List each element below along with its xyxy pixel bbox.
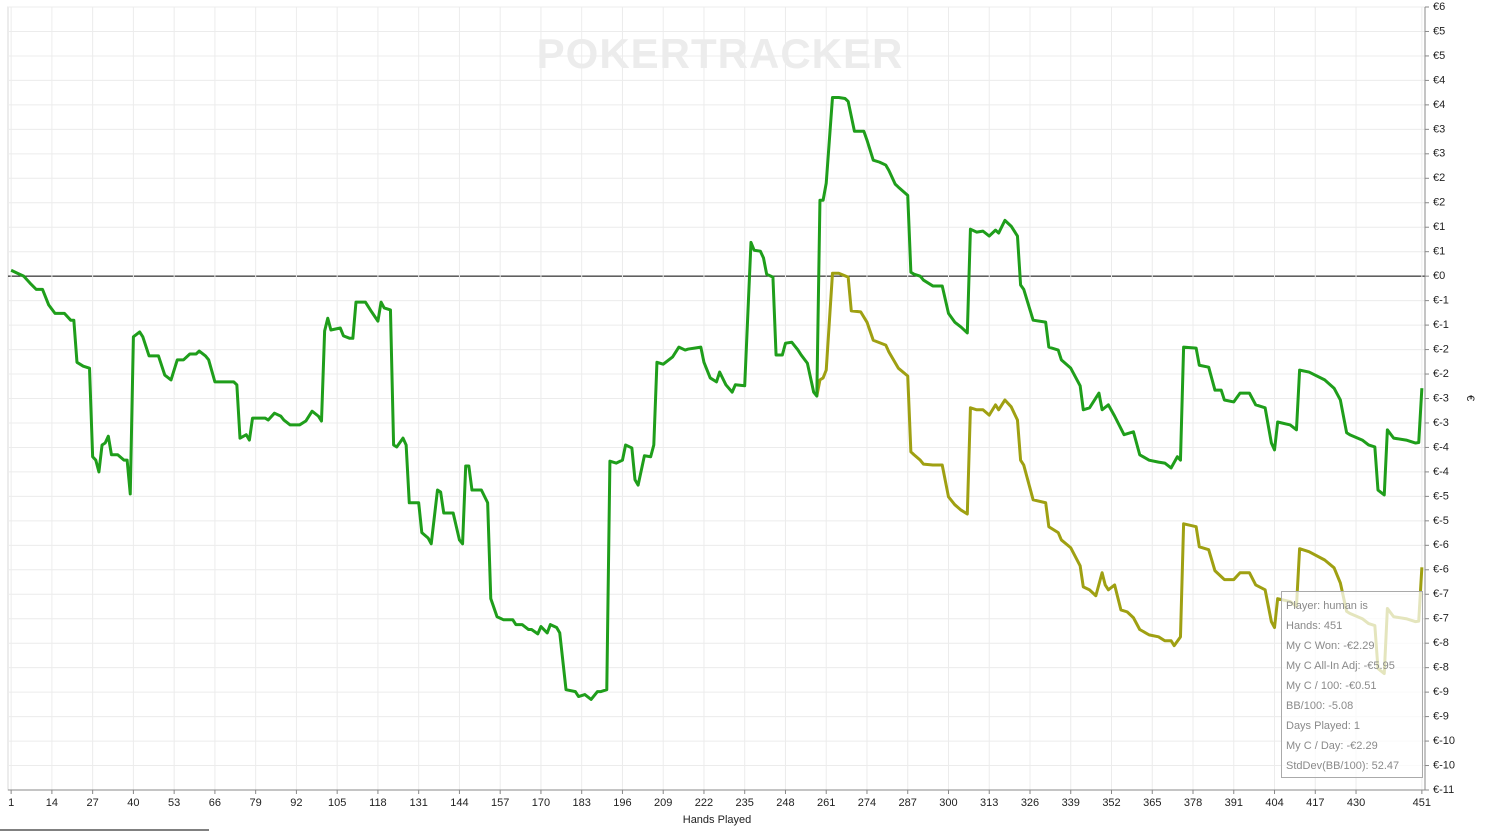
y-tick-label: €0 [1433,270,1445,282]
tooltip-line: My C / 100: -€0.51 [1286,680,1377,692]
y-tick-label: €-8 [1433,662,1449,674]
y-tick-label: €-10 [1433,735,1455,747]
x-tick-label: 183 [573,797,591,809]
y-tick-label: €-6 [1433,539,1449,551]
y-tick-label: €-7 [1433,613,1449,625]
y-tick-label: €3 [1433,123,1445,135]
tooltip-line: My C / Day: -€2.29 [1286,740,1378,752]
tooltip-line: Days Played: 1 [1286,720,1360,732]
x-tick-label: 14 [46,797,58,809]
x-tick-label: 248 [776,797,794,809]
y-tick-label: €2 [1433,172,1445,184]
y-tick-label: €-6 [1433,564,1449,576]
y-tick-label: €-1 [1433,295,1449,307]
x-tick-label: 53 [168,797,180,809]
y-tick-label: €2 [1433,197,1445,209]
watermark: POKERTRACKER [537,30,904,77]
x-tick-label: 261 [817,797,835,809]
x-tick-label: 274 [858,797,876,809]
x-tick-label: 79 [250,797,262,809]
x-tick-label: 131 [409,797,427,809]
tooltip: Player: human is Hands: 451 My C Won: -€2.… [1281,591,1423,778]
y-tick-label: €-1 [1433,319,1449,331]
grid [8,6,1425,791]
x-tick-label: 300 [939,797,957,809]
tooltip-line: StdDev(BB/100): 52.47 [1286,760,1400,772]
tooltip-line: Player: human is [1286,600,1368,612]
series-line [10,96,1424,701]
y-tick-label: €5 [1433,25,1445,37]
x-tick-label: 417 [1306,797,1324,809]
y-tick-label: €-4 [1433,466,1449,478]
y-tick-label: €-5 [1433,515,1449,527]
x-tick-label: 339 [1062,797,1080,809]
y-tick-label: €6 [1433,1,1445,13]
y-tick-label: €-7 [1433,588,1449,600]
x-tick-label: 352 [1102,797,1120,809]
x-tick-label: 404 [1265,797,1283,809]
y-tick-label: €-4 [1433,441,1449,453]
x-tick-label: 170 [532,797,550,809]
tooltip-line: Hands: 451 [1286,620,1343,632]
y-tick-label: €-2 [1433,343,1449,355]
y-tick-label: €-9 [1433,711,1449,723]
x-tick-label: 365 [1143,797,1161,809]
lines [10,96,1424,701]
y-tick-label: €-3 [1433,392,1449,404]
x-tick-label: 66 [209,797,221,809]
series-line [815,271,1424,676]
x-tick-label: 27 [87,797,99,809]
x-tick-label: 391 [1225,797,1243,809]
x-tick-label: 157 [491,797,509,809]
y-tick-label: €1 [1433,221,1445,233]
x-tick-label: 287 [899,797,917,809]
y-tick-label: €5 [1433,50,1445,62]
x-tick-label: 313 [980,797,998,809]
x-tick-label: 1 [8,797,14,809]
y-tick-label: €1 [1433,246,1445,258]
y-tick-label: €-2 [1433,368,1449,380]
y-tick-label: €-8 [1433,637,1449,649]
x-tick-label: 92 [290,797,302,809]
x-tick-label: 144 [450,797,468,809]
x-axis-title: Hands Played [683,814,752,826]
y-tick-label: €4 [1433,74,1445,86]
tooltip-line: BB/100: -5.08 [1286,700,1354,712]
x-tick-label: 451 [1413,797,1431,809]
y-tick-label: €-11 [1433,784,1454,796]
x-tick-label: 378 [1184,797,1202,809]
x-tick-label: 209 [654,797,672,809]
x-tick-label: 40 [127,797,139,809]
x-tick-label: 118 [369,797,387,809]
y-axis-title: € [1464,395,1476,401]
y-tick-label: €-9 [1433,686,1449,698]
y-tick-label: €-5 [1433,490,1449,502]
y-tick-label: €-3 [1433,417,1449,429]
x-tick-label: 430 [1347,797,1365,809]
y-tick-label: €3 [1433,148,1445,160]
tooltip-line: My C Won: -€2.29 [1286,640,1375,652]
y-tick-label: €4 [1433,99,1445,111]
y-tick-label: €-10 [1433,759,1455,771]
x-tick-label: 235 [736,797,754,809]
tooltip-line: My C All-In Adj: -€5.95 [1286,660,1395,672]
x-tick-label: 196 [613,797,631,809]
x-tick-label: 222 [695,797,713,809]
x-tick-label: 326 [1021,797,1039,809]
x-tick-label: 105 [328,797,346,809]
